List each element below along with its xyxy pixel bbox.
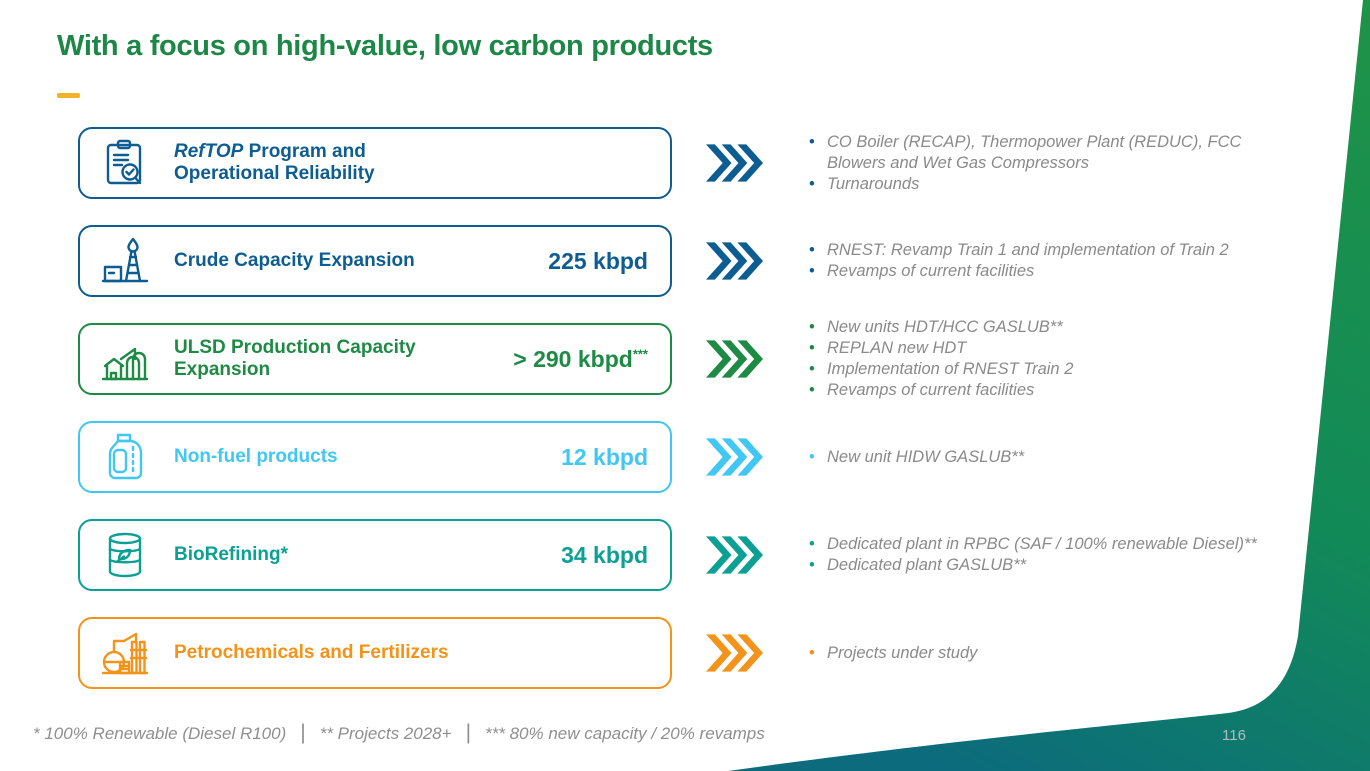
triple-chevron-icon (706, 438, 763, 476)
chemical-plant-icon (98, 626, 152, 680)
row-ulsd-production-capacity-expansion: ULSD Production Capacity Expansion > 290… (78, 317, 1370, 401)
category-value: > 290 kbpd*** (513, 345, 648, 372)
category-label: ULSD Production Capacity Expansion (174, 337, 416, 380)
category-box: RefTOP Program and Operational Reliabili… (78, 127, 672, 199)
bullet-item: Revamps of current facilities (807, 261, 1229, 282)
category-label: BioRefining* (174, 544, 288, 565)
bullet-list: New units HDT/HCC GASLUB**REPLAN new HDT… (807, 317, 1073, 401)
rows: RefTOP Program and Operational Reliabili… (78, 127, 1370, 689)
footnote-separator: | (465, 721, 472, 744)
footnotes: * 100% Renewable (Diesel R100) | ** Projec… (33, 721, 765, 746)
category-label: Petrochemicals and Fertilizers (174, 642, 449, 663)
category-box: Petrochemicals and Fertilizers (78, 617, 672, 689)
footnote-2: ** Projects 2028+ (319, 724, 452, 743)
footnote-separator: | (300, 721, 306, 744)
category-box: Non-fuel products 12 kbpd (78, 421, 672, 493)
category-label: Non-fuel products (174, 446, 338, 467)
category-label: RefTOP Program and Operational Reliabili… (174, 141, 375, 184)
bullet-item: Turnarounds (807, 174, 1302, 195)
bullet-item: New units HDT/HCC GASLUB** (807, 317, 1073, 338)
bullet-item: New unit HIDW GASLUB** (807, 447, 1024, 468)
category-box: Crude Capacity Expansion 225 kbpd (78, 225, 672, 297)
bullet-item: Implementation of RNEST Train 2 (807, 359, 1073, 380)
bullet-list: Projects under study (807, 643, 977, 664)
triple-chevron-icon (706, 634, 763, 672)
page-title: With a focus on high-value, low carbon p… (57, 30, 713, 62)
row-petrochemicals-and-fertilizers: Petrochemicals and Fertilizers Projects … (78, 617, 1370, 689)
bullet-item: RNEST: Revamp Train 1 and implementation… (807, 240, 1229, 261)
bullet-list: Dedicated plant in RPBC (SAF / 100% rene… (807, 534, 1257, 576)
row-non-fuel-products: Non-fuel products 12 kbpd New unit HIDW … (78, 421, 1370, 493)
bullet-item: REPLAN new HDT (807, 338, 1073, 359)
triple-chevron-icon (706, 536, 763, 574)
oil-derrick-icon (98, 234, 152, 288)
bullet-item: Dedicated plant in RPBC (SAF / 100% rene… (807, 534, 1257, 555)
category-value: 12 kbpd (561, 443, 648, 470)
category-label-italic: RefTOP (174, 141, 244, 162)
refinery-icon (98, 332, 152, 386)
footnote-1: * 100% Renewable (Diesel R100) (33, 724, 287, 743)
category-value: 225 kbpd (548, 247, 648, 274)
clipboard-checklist-icon (98, 136, 152, 190)
bullet-list: New unit HIDW GASLUB** (807, 447, 1024, 468)
triple-chevron-icon (706, 144, 763, 182)
bullet-item: Dedicated plant GASLUB** (807, 555, 1257, 576)
category-value: 34 kbpd (561, 541, 648, 568)
footnote-3: *** 80% new capacity / 20% revamps (485, 724, 765, 743)
lubricant-jug-icon (98, 430, 152, 484)
category-label: Crude Capacity Expansion (174, 250, 415, 271)
triple-chevron-icon (706, 340, 763, 378)
page-number: 116 (1222, 727, 1246, 744)
row-biorefining: BioRefining* 34 kbpd Dedicated plant in … (78, 519, 1370, 591)
barrel-leaf-icon (98, 528, 152, 582)
category-box: BioRefining* 34 kbpd (78, 519, 672, 591)
category-box: ULSD Production Capacity Expansion > 290… (78, 323, 672, 395)
row-reftop-program: RefTOP Program and Operational Reliabili… (78, 127, 1370, 199)
category-value-footnote-marker: *** (632, 345, 648, 361)
accent-dash (57, 93, 80, 98)
row-crude-capacity-expansion: Crude Capacity Expansion 225 kbpd RNEST:… (78, 225, 1370, 297)
bullet-item: CO Boiler (RECAP), Thermopower Plant (RE… (807, 132, 1302, 174)
bullet-list: RNEST: Revamp Train 1 and implementation… (807, 240, 1229, 282)
bullet-item: Projects under study (807, 643, 977, 664)
bullet-list: CO Boiler (RECAP), Thermopower Plant (RE… (807, 132, 1302, 195)
bullet-item: Revamps of current facilities (807, 380, 1073, 401)
triple-chevron-icon (706, 242, 763, 280)
